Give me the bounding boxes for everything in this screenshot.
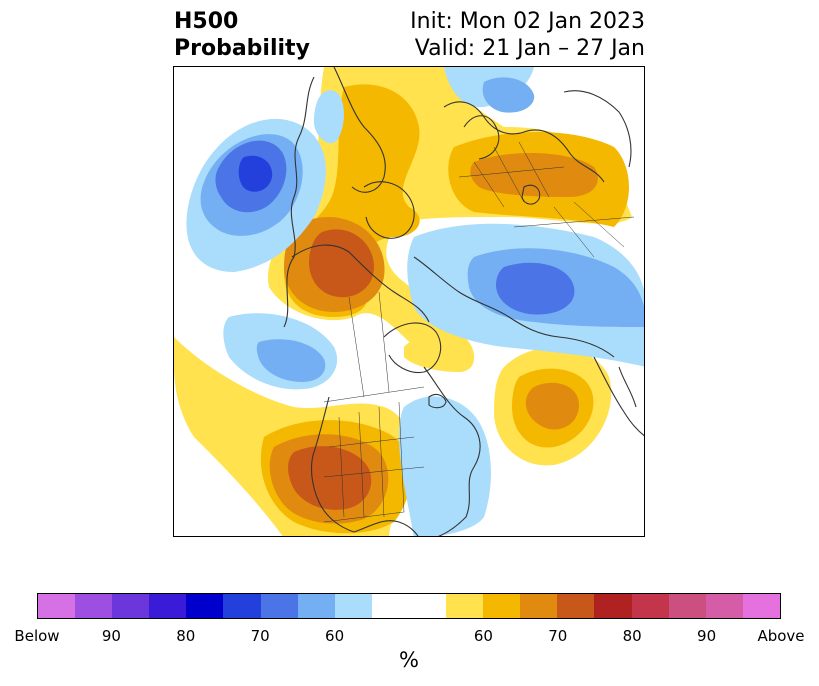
- colorbar-tick-label: 90: [697, 627, 717, 645]
- colorbar-segment: [742, 594, 780, 618]
- colorbar-tick-label: 80: [622, 627, 642, 645]
- probability-colorbar: [37, 593, 781, 619]
- border-us-states-3: [378, 406, 385, 518]
- map-title-right: Init: Mon 02 Jan 2023 Valid: 21 Jan – 27…: [410, 8, 645, 62]
- colorbar-segment: [149, 594, 187, 618]
- below-core-siberia: [496, 262, 575, 315]
- colorbar-segment: [520, 594, 558, 618]
- below-lobe-norway: [482, 77, 535, 113]
- map-canvas: [174, 67, 644, 536]
- colorbar-segment: [594, 594, 632, 618]
- coast-russia-north: [563, 90, 632, 168]
- colorbar-tick-label: Below: [14, 627, 60, 645]
- colorbar-tick-label: 70: [548, 627, 568, 645]
- colorbar-tick-label: 70: [250, 627, 270, 645]
- border-europe-1: [473, 161, 505, 208]
- coast-mexico: [353, 520, 419, 536]
- border-us-states-4: [398, 401, 405, 513]
- colorbar-segment: [297, 594, 335, 618]
- coast-iceland: [428, 393, 447, 409]
- colorbar-segment: [483, 594, 521, 618]
- coast-north-america-west: [283, 76, 315, 328]
- colorbar-segment: [371, 594, 409, 618]
- coast-japan: [618, 366, 637, 408]
- above-core-alaska: [309, 229, 374, 298]
- coast-europe: [443, 101, 605, 183]
- product-label: Probability: [174, 36, 310, 61]
- colorbar-tick-label: 60: [473, 627, 493, 645]
- border-asia-1: [553, 206, 595, 258]
- border-europe-2: [493, 146, 525, 203]
- above-core-atlantic: [525, 382, 579, 430]
- colorbar-tick-label: 80: [176, 627, 196, 645]
- above-lobe-hudson: [404, 329, 475, 372]
- border-europe-3: [518, 141, 550, 198]
- coast-canada-arctic: [363, 181, 415, 239]
- colorbar-segment: [408, 594, 447, 618]
- border-us-states-6: [323, 466, 425, 478]
- below-lobe-arctic: [314, 90, 344, 144]
- coast-greenland: [333, 67, 386, 193]
- colorbar-segment: [334, 594, 372, 618]
- political-borders: [323, 141, 635, 523]
- map-title-left: H500 Probability: [174, 8, 310, 62]
- colorbar-segment: [446, 594, 484, 618]
- colorbar-segment: [112, 594, 150, 618]
- border-asia-2: [573, 201, 625, 248]
- above-core-sw-us: [288, 446, 372, 510]
- below-lobe-east-us: [399, 396, 491, 536]
- colorbar-segment: [705, 594, 743, 618]
- border-asia-3: [513, 216, 635, 228]
- border-europe-4: [458, 166, 565, 178]
- above-core-europe: [470, 152, 598, 197]
- colorbar-tick-label: Above: [757, 627, 805, 645]
- probability-fills: [174, 67, 644, 536]
- coast-scandinavia: [463, 115, 500, 160]
- colorbar-segment: [668, 594, 706, 618]
- init-date-label: Init: Mon 02 Jan 2023: [410, 9, 645, 34]
- coastlines: [283, 67, 644, 536]
- coast-east-us: [423, 366, 481, 536]
- border-us-states-1: [338, 416, 345, 518]
- variable-label: H500: [174, 9, 239, 34]
- colorbar-segment: [38, 594, 76, 618]
- colorbar-tick-label: 90: [101, 627, 121, 645]
- colorbar-segment: [75, 594, 113, 618]
- coast-siberia: [413, 256, 615, 358]
- colorbar-segment: [223, 594, 261, 618]
- below-peak-gulf-alaska: [238, 155, 273, 192]
- border-us-states-5: [328, 436, 415, 448]
- valid-range-label: Valid: 21 Jan – 27 Jan: [414, 36, 645, 61]
- border-canada-provinces-2: [378, 291, 390, 393]
- colorbar-unit-label: %: [399, 648, 419, 672]
- coast-caspian: [521, 184, 541, 205]
- below-mid-east-pacific: [256, 339, 326, 382]
- border-canada-provinces-1: [348, 296, 365, 398]
- border-us-states-2: [358, 411, 365, 518]
- coast-kamchatka: [593, 356, 644, 437]
- coast-alaska: [291, 244, 430, 323]
- colorbar-tick-label: 60: [325, 627, 345, 645]
- probability-map: [173, 66, 645, 537]
- colorbar-segment: [186, 594, 224, 618]
- coast-hudson-bay: [383, 322, 442, 374]
- border-us-canada: [323, 386, 425, 403]
- colorbar-segment: [260, 594, 298, 618]
- colorbar-segment: [631, 594, 669, 618]
- colorbar-segment: [557, 594, 595, 618]
